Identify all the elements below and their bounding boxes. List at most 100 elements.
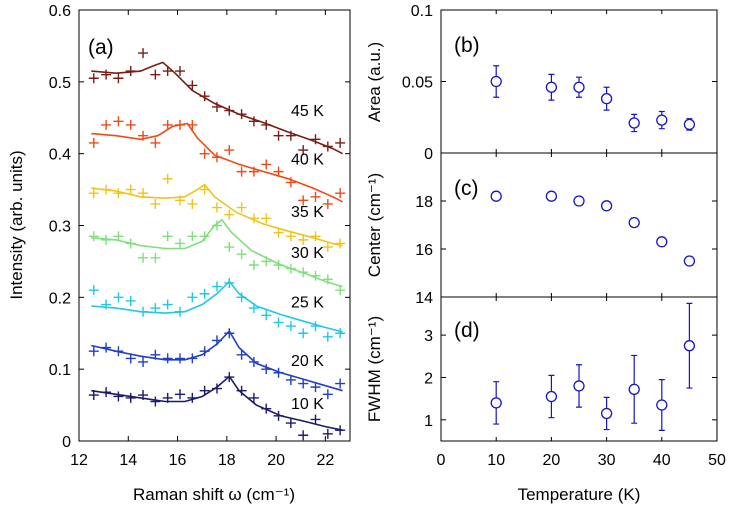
data-point — [600, 93, 613, 105]
data-point — [187, 198, 198, 209]
data-point — [125, 295, 136, 306]
temperature-label: 40 K — [291, 152, 324, 169]
data-point — [573, 195, 585, 207]
y-tick-label: 2 — [424, 370, 433, 387]
data-point — [162, 353, 173, 364]
data-point — [273, 367, 284, 378]
data-point — [236, 166, 247, 177]
panel-a-x-ticks: 12 14 16 18 20 22 — [70, 10, 334, 469]
data-point — [335, 137, 346, 148]
y-tick-label: 0.1 — [49, 362, 71, 379]
panel-b-area: 0 0.05 0.1 (b) Area (a.u.) — [365, 3, 718, 163]
y-tick-label: 0.6 — [49, 3, 71, 20]
data-point — [150, 396, 161, 407]
data-point — [138, 252, 149, 263]
data-point — [199, 184, 210, 195]
data-point — [322, 198, 333, 209]
panel-b-y-ticks: 0 0.05 0.1 — [402, 3, 717, 163]
data-point — [236, 292, 247, 303]
y-tick-label: 1 — [424, 413, 433, 430]
data-point — [285, 374, 296, 385]
data-point — [211, 335, 222, 346]
panel-c-data-points — [440, 153, 718, 297]
y-tick-label: 0.3 — [49, 219, 71, 236]
data-point — [224, 328, 235, 339]
y-tick-label: 0 — [62, 434, 71, 451]
panel-a-x-axis-label: Raman shift ω (cm⁻¹) — [133, 485, 295, 504]
panel-c-y-ticks: 14 16 18 — [415, 194, 717, 307]
x-tick-label: 22 — [316, 452, 334, 469]
fit-curve-45k — [91, 61, 343, 155]
data-point — [236, 385, 247, 396]
panel-a-temperature-labels: 10 K 20 K 25 K 30 K 35 K 40 K 45 K — [291, 103, 324, 413]
fit-curve-20k — [91, 329, 343, 392]
data-point — [273, 260, 284, 271]
data-point — [138, 48, 149, 59]
data-point — [175, 389, 186, 400]
panel-b-data-points — [440, 10, 718, 153]
data-point — [101, 69, 112, 80]
data-point — [683, 340, 696, 352]
data-point — [628, 216, 640, 229]
data-point — [88, 231, 99, 242]
data-point — [310, 191, 321, 202]
x-tick-label: 30 — [598, 452, 616, 469]
data-point — [101, 234, 112, 245]
data-point — [113, 188, 124, 199]
panel-c-frame — [440, 152, 718, 298]
data-point — [298, 328, 309, 339]
data-point — [199, 148, 210, 159]
x-tick-label: 40 — [653, 452, 671, 469]
data-point — [248, 260, 259, 271]
data-point — [211, 152, 222, 163]
data-point — [322, 389, 333, 400]
panel-a-y-axis-label: Intensity (arb. units) — [7, 150, 26, 299]
data-point — [261, 119, 272, 130]
data-point — [113, 292, 124, 303]
data-point — [113, 73, 124, 84]
temperature-label: 25 K — [291, 295, 324, 312]
data-point — [310, 414, 321, 425]
data-point — [490, 75, 502, 88]
data-point — [573, 81, 585, 93]
data-point — [335, 328, 346, 339]
y-tick-label: 3 — [424, 328, 433, 345]
x-tick-label: 10 — [487, 452, 505, 469]
data-point — [211, 281, 222, 292]
data-point — [335, 285, 346, 296]
data-point — [298, 234, 309, 245]
data-point — [335, 188, 346, 199]
data-point — [656, 236, 668, 248]
data-point — [545, 81, 558, 93]
y-tick-label: 0.4 — [49, 147, 71, 164]
data-point — [298, 430, 309, 441]
data-point — [322, 141, 333, 152]
data-point — [545, 190, 558, 202]
data-point — [125, 238, 136, 249]
data-point — [285, 418, 296, 429]
x-tick-label: 50 — [708, 452, 726, 469]
data-point — [310, 231, 321, 242]
panel-d-y-axis-label: FWHM (cm⁻¹) — [365, 316, 384, 422]
data-point — [125, 66, 136, 77]
data-point — [236, 202, 247, 213]
data-point — [335, 425, 346, 436]
data-point — [187, 292, 198, 303]
data-point — [88, 285, 99, 296]
data-point — [88, 188, 99, 199]
data-point — [199, 346, 210, 357]
data-point — [236, 349, 247, 360]
data-point — [600, 407, 613, 420]
data-point — [101, 342, 112, 353]
data-point — [199, 385, 210, 396]
data-point — [248, 356, 259, 367]
data-point — [162, 299, 173, 310]
data-point — [335, 378, 346, 389]
data-point — [490, 397, 502, 409]
data-point — [150, 303, 161, 314]
data-point — [490, 190, 502, 202]
data-point — [88, 346, 99, 357]
data-point — [285, 231, 296, 242]
panel-a-y-ticks: 0 0.1 0.2 0.3 0.4 0.5 0.6 — [49, 3, 350, 451]
